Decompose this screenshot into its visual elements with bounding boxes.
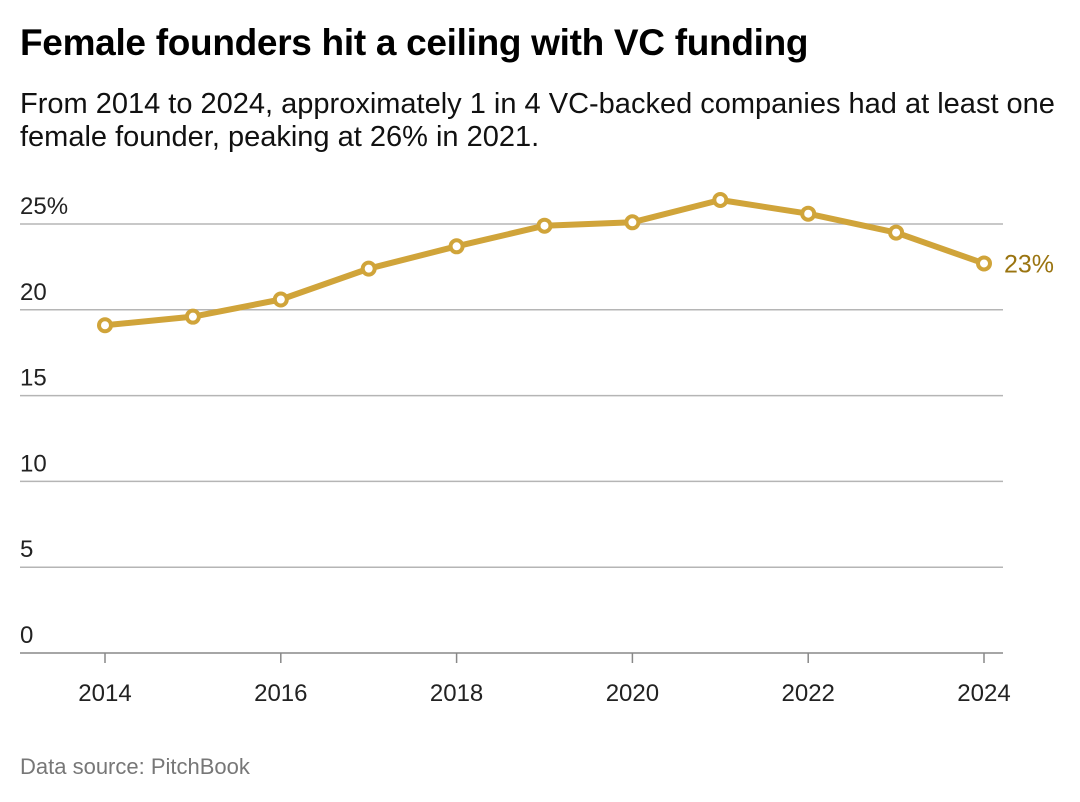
- y-tick-label: 0: [20, 622, 33, 649]
- data-point: [97, 317, 113, 334]
- data-point: [888, 224, 905, 241]
- data-point: [448, 238, 465, 255]
- x-tick-label: 2014: [78, 680, 131, 707]
- y-tick-label: 5: [20, 536, 33, 563]
- y-tick-label: 15: [20, 365, 47, 392]
- data-point: [624, 214, 641, 231]
- data-point: [272, 291, 289, 308]
- data-point: [536, 217, 553, 234]
- x-tick-label: 2020: [606, 680, 659, 707]
- chart-title: Female founders hit a ceiling with VC fu…: [20, 22, 809, 63]
- x-tick-label: 2016: [254, 680, 307, 707]
- data-point: [360, 260, 377, 277]
- data-point: [976, 255, 992, 272]
- x-tick-label: 2024: [957, 680, 1010, 707]
- data-point: [800, 205, 817, 222]
- y-tick-label: 20: [20, 279, 47, 306]
- x-tick-label: 2022: [782, 680, 835, 707]
- y-tick-label: 25%: [20, 193, 68, 220]
- y-tick-label: 10: [20, 450, 47, 477]
- data-point: [184, 308, 201, 325]
- x-tick-label: 2018: [430, 680, 483, 707]
- data-source: Data source: PitchBook: [20, 754, 250, 779]
- data-point: [712, 191, 729, 208]
- end-label: 23%: [1004, 250, 1054, 278]
- chart-subtitle: From 2014 to 2024, approximately 1 in 4 …: [20, 88, 1055, 153]
